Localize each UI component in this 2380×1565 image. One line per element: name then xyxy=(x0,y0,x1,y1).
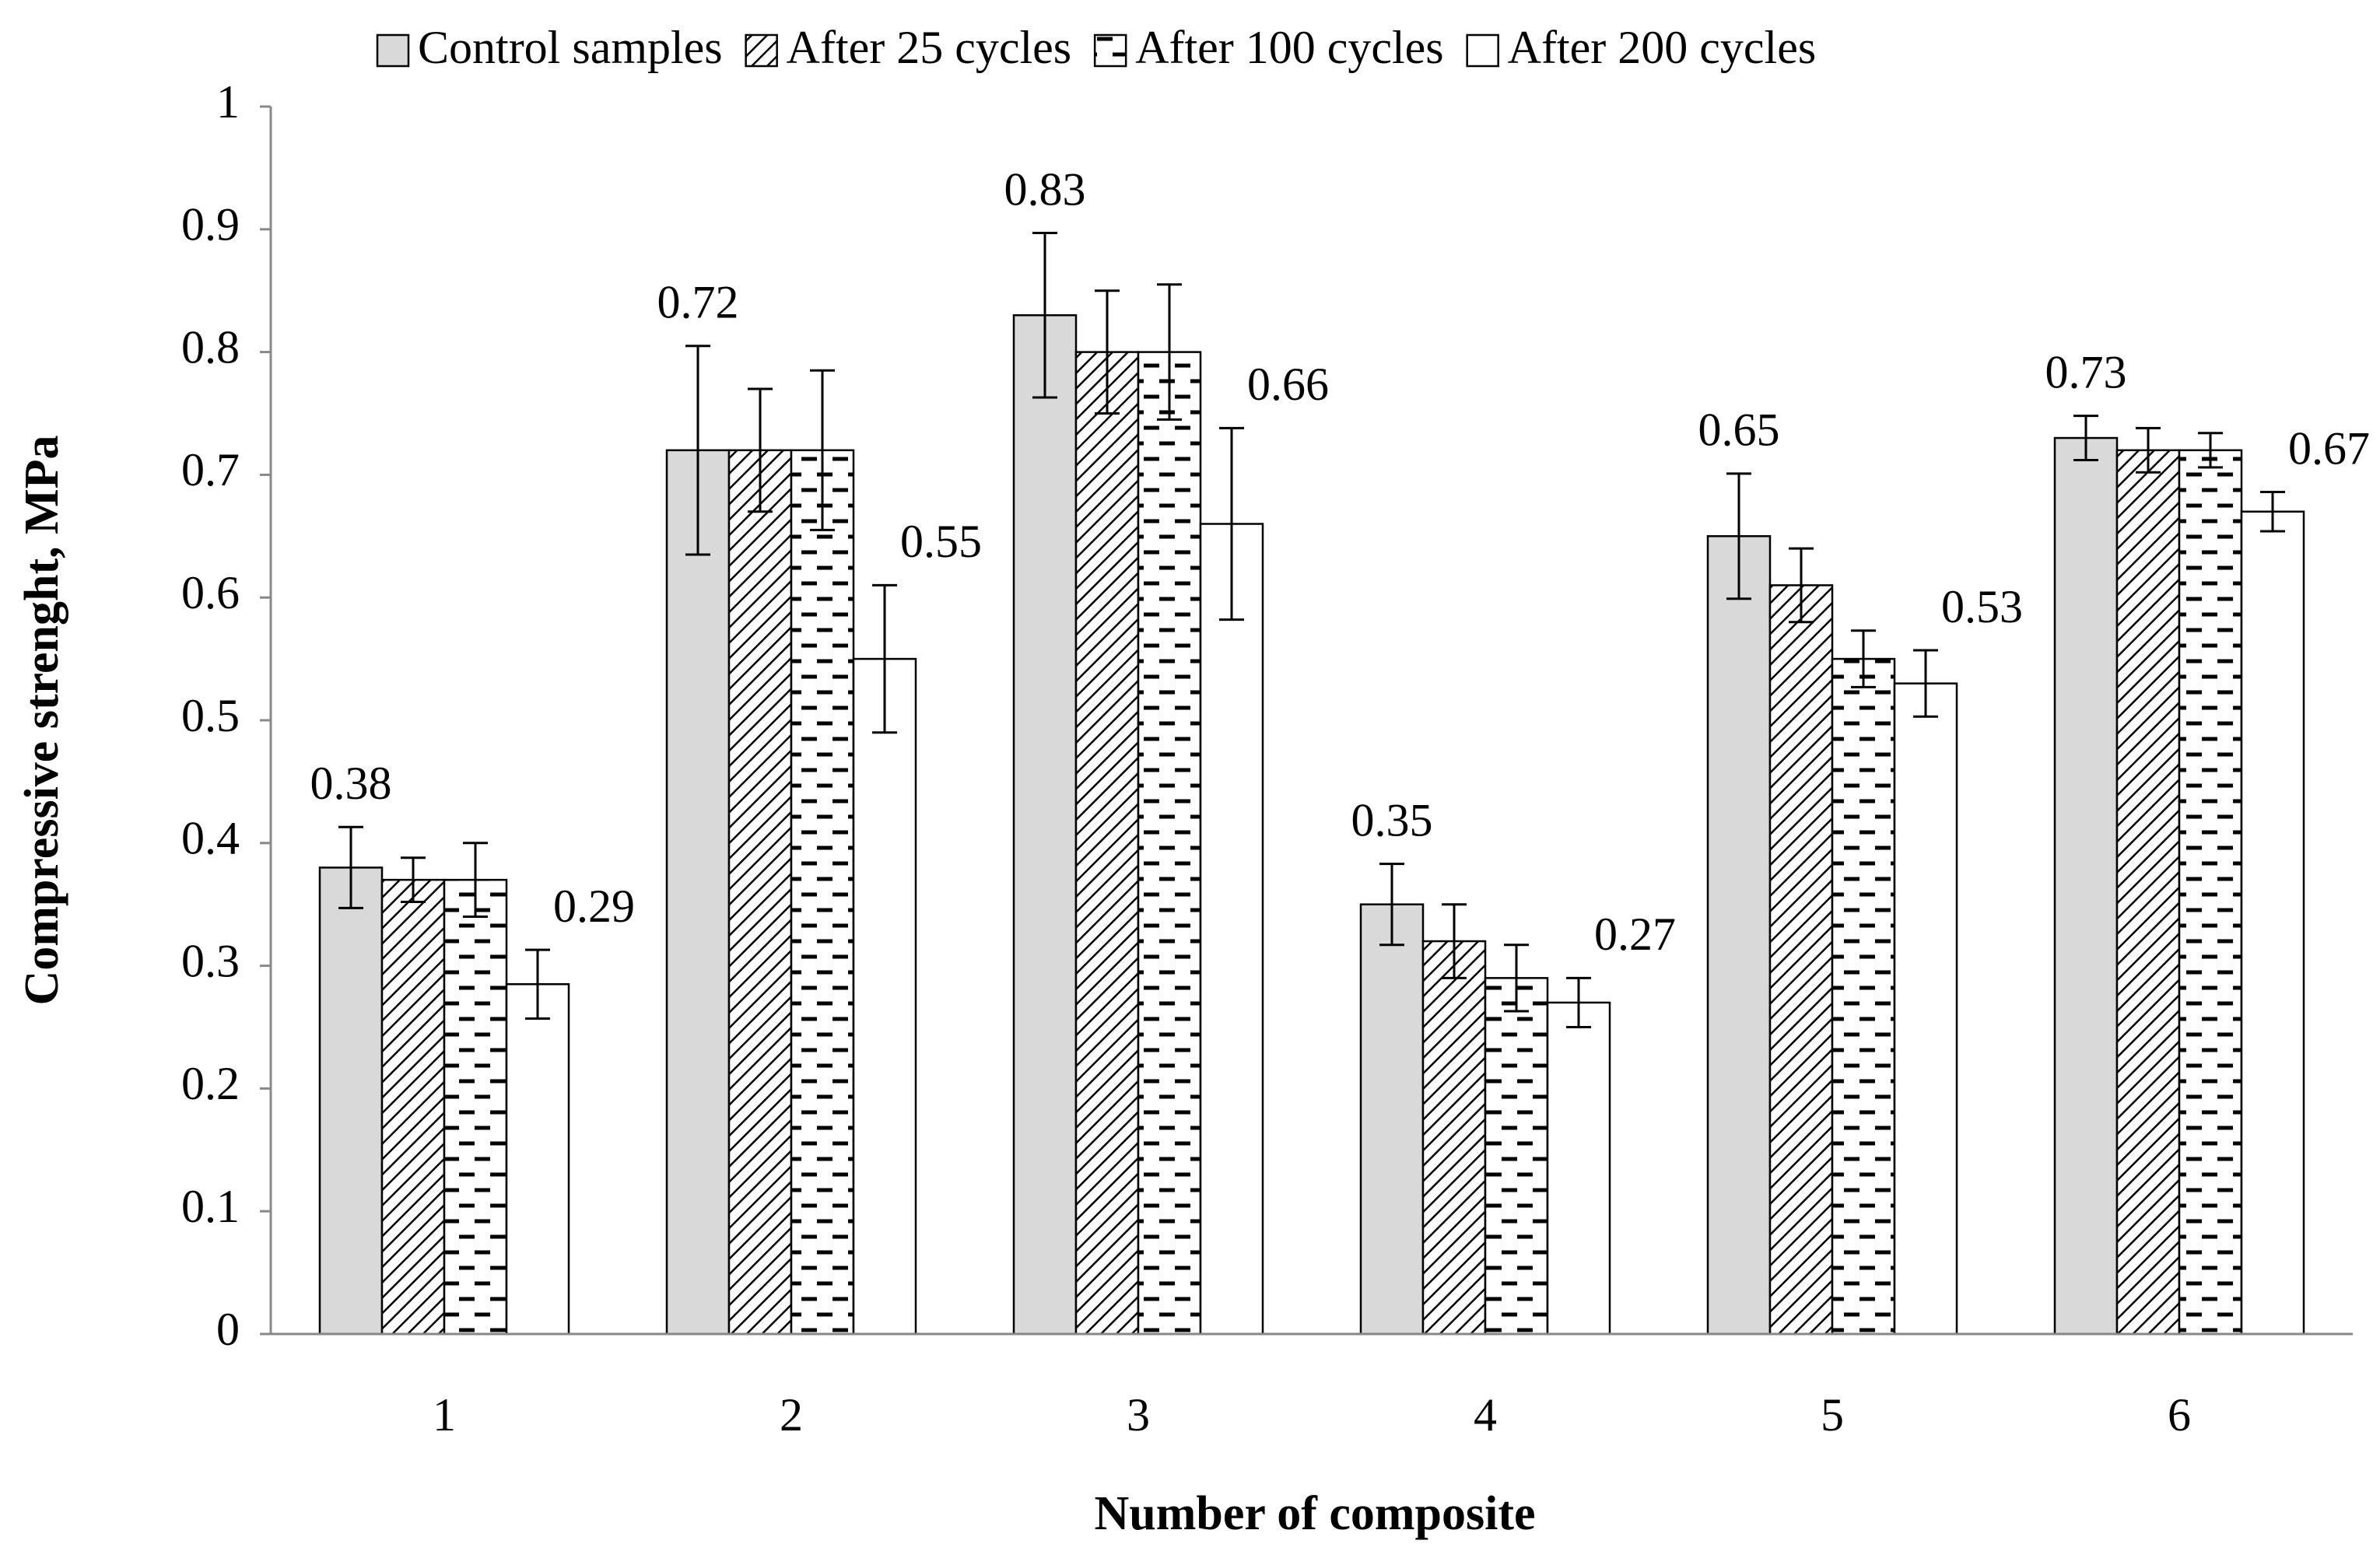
y-tick-label: 0.6 xyxy=(181,567,240,618)
x-tick-label: 3 xyxy=(1127,1389,1150,1441)
error-bar xyxy=(1566,976,1591,1028)
y-tick-label: 0.1 xyxy=(181,1181,240,1232)
data-label: 0.66 xyxy=(1247,359,1329,410)
data-label: 0.72 xyxy=(657,276,739,327)
bar xyxy=(505,983,570,1336)
bar xyxy=(380,878,446,1336)
data-label: 0.35 xyxy=(1351,794,1433,846)
bar xyxy=(1831,657,1896,1336)
x-tick-label: 2 xyxy=(780,1389,803,1441)
error-bar xyxy=(1442,903,1467,979)
bar xyxy=(665,449,731,1336)
bar xyxy=(1137,351,1202,1336)
x-tick-label: 1 xyxy=(433,1389,456,1441)
error-bar xyxy=(1726,472,1751,600)
error-bar xyxy=(338,825,363,909)
bar xyxy=(1484,977,1549,1336)
bar xyxy=(2178,449,2243,1336)
y-tick-label: 0.7 xyxy=(181,444,240,495)
error-bar xyxy=(1095,289,1120,415)
error-bar xyxy=(1219,426,1244,621)
error-bar xyxy=(1789,547,1814,624)
bar xyxy=(790,449,855,1336)
error-bar xyxy=(1157,283,1182,421)
y-tick-label: 0.5 xyxy=(181,690,240,741)
error-bar xyxy=(1504,944,1529,1013)
error-bar xyxy=(748,387,773,513)
legend-swatch xyxy=(745,33,778,68)
y-axis-title: Compressive strenght, MPa xyxy=(16,435,68,1005)
bar xyxy=(1546,1001,1611,1336)
y-tick-label: 0.9 xyxy=(181,199,240,250)
bar xyxy=(1893,682,1958,1336)
y-tick-label: 0.2 xyxy=(181,1058,240,1109)
error-bar xyxy=(2136,426,2161,474)
data-label: 0.27 xyxy=(1594,909,1676,960)
bar xyxy=(1359,903,1425,1336)
bar xyxy=(2240,510,2305,1336)
data-label: 0.53 xyxy=(1941,581,2023,632)
data-label: 0.55 xyxy=(900,516,982,567)
y-tick-label: 0.4 xyxy=(181,813,240,864)
bar xyxy=(727,449,793,1336)
y-tick-label: 1 xyxy=(216,76,240,128)
error-bar xyxy=(1851,629,1876,688)
error-bar xyxy=(463,842,488,918)
data-label: 0.38 xyxy=(310,758,392,809)
y-tick-label: 0.8 xyxy=(181,321,240,373)
legend-swatch xyxy=(376,33,410,68)
bar xyxy=(852,657,917,1336)
bar xyxy=(1074,351,1140,1336)
error-bar xyxy=(685,345,710,556)
error-bar xyxy=(2073,415,2098,461)
bar xyxy=(318,867,384,1336)
legend-label: After 100 cycles xyxy=(1135,22,1444,73)
data-label: 0.83 xyxy=(1004,163,1086,215)
x-tick-label: 6 xyxy=(2168,1389,2191,1441)
error-bar xyxy=(1913,649,1938,718)
bar xyxy=(1768,584,1834,1336)
y-tick-label: 0 xyxy=(216,1304,240,1355)
error-bar xyxy=(1032,232,1057,399)
bar xyxy=(1012,314,1078,1336)
bar xyxy=(2115,449,2181,1336)
bar xyxy=(443,878,508,1336)
bar xyxy=(2053,436,2119,1336)
legend-label: Control samples xyxy=(418,22,723,73)
error-bar xyxy=(2260,490,2285,533)
bar xyxy=(1199,523,1264,1336)
error-bar xyxy=(2198,432,2223,469)
legend-label: After 200 cycles xyxy=(1508,22,1817,73)
data-label: 0.65 xyxy=(1698,404,1780,456)
y-tick-label: 0.3 xyxy=(181,935,240,986)
error-bar xyxy=(401,856,426,904)
error-bar xyxy=(810,369,835,531)
x-tick-label: 4 xyxy=(1474,1389,1497,1441)
legend-label: After 25 cycles xyxy=(787,22,1072,73)
data-label: 0.29 xyxy=(553,881,635,932)
data-label: 0.67 xyxy=(2288,422,2370,474)
error-bar xyxy=(1379,863,1404,947)
bar xyxy=(1421,940,1487,1336)
legend-swatch xyxy=(1466,33,1499,68)
x-axis-title: Number of composite xyxy=(1094,1487,1535,1540)
x-tick-label: 5 xyxy=(1821,1389,1844,1441)
error-bar xyxy=(872,583,897,734)
legend-swatch xyxy=(1093,33,1127,68)
data-label: 0.73 xyxy=(2045,346,2127,397)
error-bar xyxy=(525,948,550,1020)
bar xyxy=(1706,535,1772,1336)
